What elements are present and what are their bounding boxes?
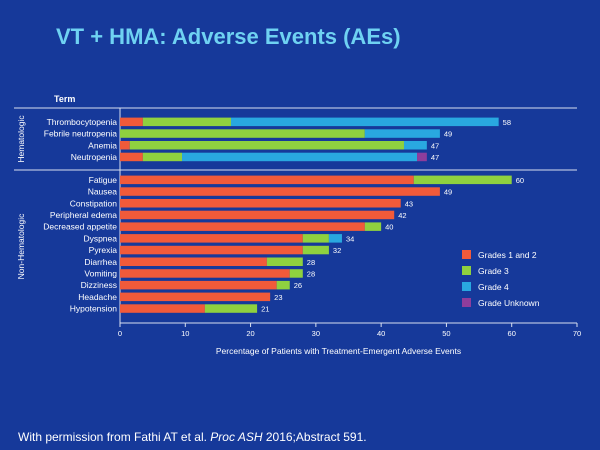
bar-segment (120, 152, 143, 162)
column-header: Term (54, 94, 75, 104)
category-label: Constipation (70, 198, 118, 208)
total-label: 60 (516, 176, 524, 185)
chart-legend: Grades 1 and 2 Grade 3 Grade 4 Grade Unknow… (462, 250, 540, 308)
category-label: Headache (78, 292, 117, 302)
footnote: With permission from Fathi AT et al. Pro… (18, 430, 367, 444)
x-tick-label: 20 (246, 329, 254, 338)
total-label: 42 (398, 211, 406, 220)
total-label: 47 (431, 153, 439, 162)
legend-label: Grade Unknown (478, 298, 540, 308)
total-label: 32 (333, 246, 341, 255)
footnote-prefix: With permission from Fathi AT et al. (18, 430, 211, 444)
legend-label: Grade 4 (478, 282, 509, 292)
chart-labels: Term Hematologic Non-Hematologic 0 10 20 30 40 5… (16, 94, 581, 356)
bar-segment (129, 141, 404, 150)
bar-segment (120, 257, 267, 266)
bar-segment (120, 245, 303, 255)
bar-segment (364, 129, 440, 138)
bar-segment (120, 292, 271, 302)
legend-swatch (462, 298, 471, 307)
category-label: Febrile neutropenia (44, 129, 118, 139)
bar-segment (120, 129, 365, 138)
total-label: 21 (261, 305, 269, 314)
bar-segment (120, 222, 365, 231)
bar-segment (289, 269, 303, 278)
total-label: 43 (405, 199, 413, 208)
total-label: 28 (307, 258, 315, 267)
x-tick-label: 70 (573, 329, 581, 338)
slide-title: VT + HMA: Adverse Events (AEs) (56, 24, 401, 49)
total-label: 47 (431, 141, 439, 150)
bar-segment (413, 175, 512, 185)
bar-segment (120, 199, 401, 208)
bar-segment (142, 152, 183, 162)
x-tick-label: 40 (377, 329, 385, 338)
bar-segment (120, 117, 143, 127)
footnote-suffix: 2016;Abstract 591. (262, 430, 367, 444)
category-label: Pyrexia (89, 245, 118, 255)
category-label: Fatigue (89, 175, 118, 185)
bar-segment (120, 304, 205, 313)
category-label: Dizziness (81, 280, 117, 290)
bar-segment (230, 117, 499, 127)
legend-swatch (462, 266, 471, 275)
total-label: 40 (385, 223, 393, 232)
category-label: Dyspnea (83, 233, 117, 243)
category-label: Decreased appetite (43, 222, 117, 232)
total-label: 26 (294, 281, 302, 290)
footnote-journal: Proc ASH (210, 430, 263, 444)
chart-bars (120, 117, 512, 313)
x-axis-label: Percentage of Patients with Treatment-Em… (216, 346, 461, 356)
group-label: Non-Hematologic (16, 213, 26, 279)
bar-segment (142, 117, 231, 127)
legend-label: Grades 1 and 2 (478, 250, 537, 260)
bar-segment (403, 141, 427, 150)
category-label: Thrombocytopenia (47, 117, 118, 127)
x-tick-label: 10 (181, 329, 189, 338)
total-label: 34 (346, 234, 354, 243)
bar-segment (364, 222, 382, 231)
bar-segment (266, 257, 303, 266)
bar-segment (182, 152, 418, 162)
x-tick-label: 60 (508, 329, 516, 338)
bar-segment (120, 141, 130, 150)
total-label: 49 (444, 188, 452, 197)
bar-segment (120, 269, 290, 278)
bar-segment (302, 234, 329, 243)
category-label: Vomiting (84, 268, 117, 278)
bar-segment (204, 304, 258, 313)
bar-segment (120, 234, 303, 243)
x-tick-label: 0 (118, 329, 122, 338)
bar-segment (120, 280, 277, 290)
bar-segment (276, 280, 290, 290)
category-label: Peripheral edema (50, 210, 117, 220)
bar-segment (120, 175, 414, 185)
legend-label: Grade 3 (478, 266, 509, 276)
category-label: Neutropenia (71, 152, 118, 162)
category-label: Anemia (88, 140, 117, 150)
x-tick-label: 50 (442, 329, 450, 338)
bar-segment (417, 152, 427, 162)
total-label: 28 (307, 269, 315, 278)
total-label: 23 (274, 293, 282, 302)
category-label: Hypotension (70, 304, 118, 314)
x-tick-label: 30 (312, 329, 320, 338)
bar-segment (120, 210, 395, 220)
bar-segment (328, 234, 342, 243)
legend-swatch (462, 250, 471, 259)
total-label: 49 (444, 130, 452, 139)
bar-segment (302, 245, 329, 255)
legend-swatch (462, 282, 471, 291)
category-label: Diarrhea (84, 257, 117, 267)
category-label: Nausea (88, 187, 118, 197)
group-label: Hematologic (16, 115, 26, 163)
total-label: 58 (503, 118, 511, 127)
bar-segment (120, 187, 440, 196)
